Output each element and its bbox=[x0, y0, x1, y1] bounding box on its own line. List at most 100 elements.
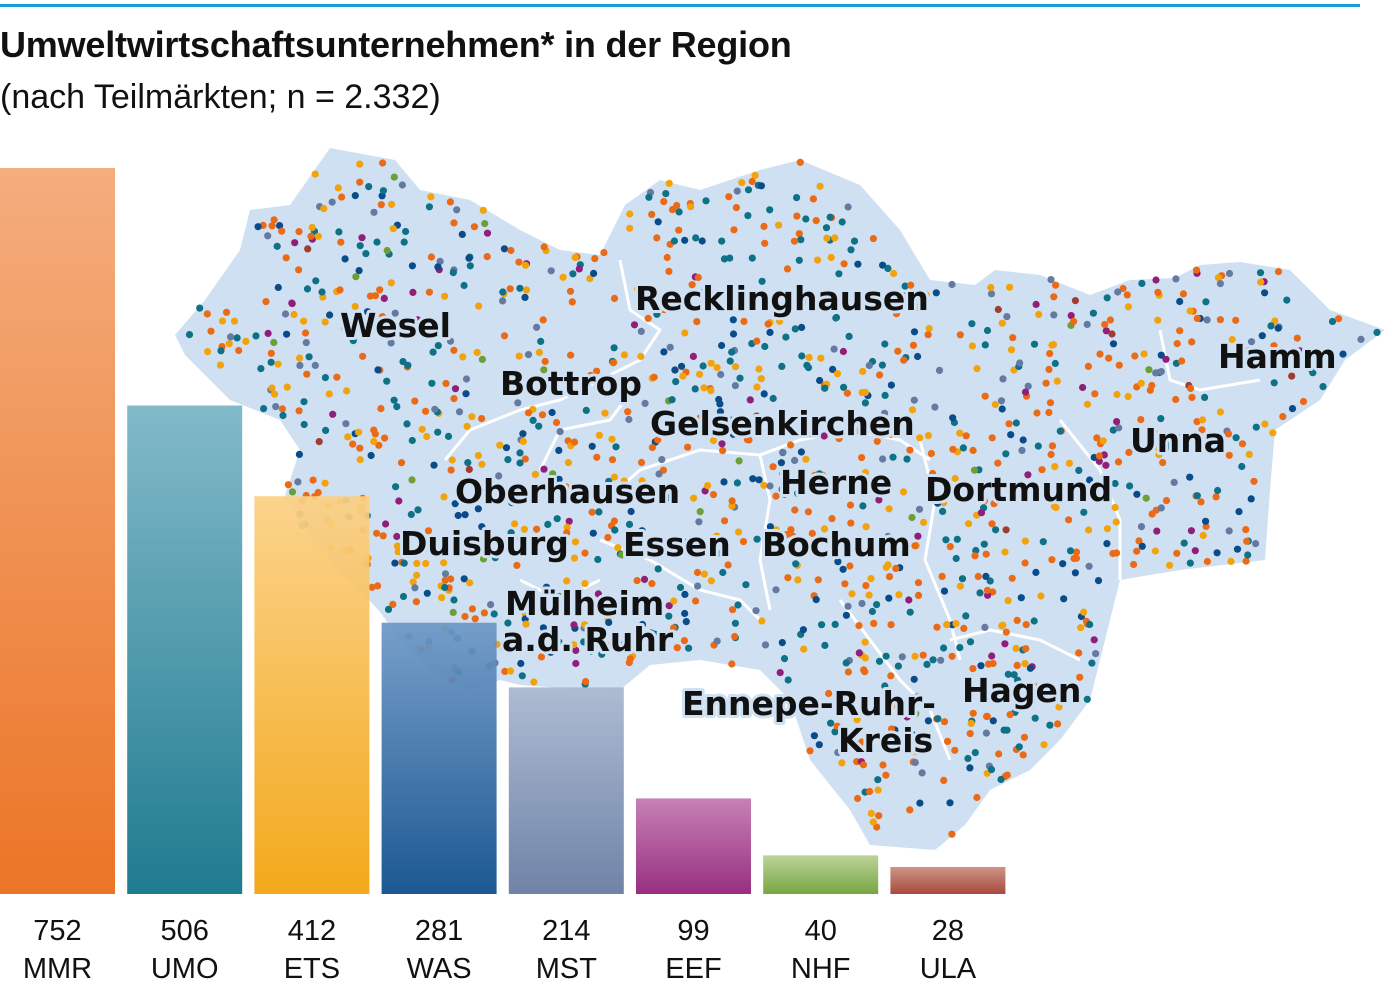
company-dot bbox=[1339, 350, 1347, 358]
company-dot bbox=[1079, 383, 1087, 392]
company-dot bbox=[901, 282, 909, 290]
company-dot bbox=[982, 550, 990, 558]
company-dot bbox=[825, 689, 833, 698]
category-label: MMR bbox=[23, 953, 92, 985]
company-dot bbox=[507, 246, 515, 255]
company-dot bbox=[507, 667, 515, 675]
company-dot bbox=[1022, 621, 1030, 629]
company-dot bbox=[1065, 459, 1073, 467]
company-dot bbox=[268, 222, 276, 230]
company-dot bbox=[1024, 471, 1032, 479]
company-dot bbox=[753, 337, 761, 345]
company-dot bbox=[1022, 645, 1030, 653]
company-dot bbox=[506, 368, 514, 376]
company-dot bbox=[919, 651, 927, 659]
company-dot bbox=[1133, 547, 1141, 555]
company-dot bbox=[734, 601, 742, 609]
map-label: Unna bbox=[1130, 421, 1226, 460]
company-dot bbox=[680, 637, 689, 645]
company-dot bbox=[444, 331, 452, 339]
company-dot bbox=[483, 547, 491, 556]
company-dot bbox=[987, 290, 996, 298]
company-dot bbox=[844, 602, 852, 610]
company-dot bbox=[870, 619, 878, 628]
company-dot bbox=[1112, 518, 1120, 526]
company-dot bbox=[427, 253, 435, 261]
company-dot bbox=[423, 432, 431, 441]
company-dot bbox=[1002, 628, 1010, 636]
company-dot bbox=[1288, 405, 1297, 413]
company-dot bbox=[713, 364, 721, 372]
company-dot bbox=[1319, 383, 1327, 391]
company-dot bbox=[698, 289, 707, 297]
company-dot bbox=[716, 408, 725, 416]
company-dot bbox=[447, 466, 455, 474]
company-dot bbox=[681, 236, 689, 244]
company-dot bbox=[521, 293, 529, 301]
company-dot bbox=[1086, 476, 1094, 484]
company-dot bbox=[305, 353, 313, 361]
category-label: NHF bbox=[791, 953, 851, 985]
company-dot bbox=[329, 410, 337, 418]
company-dot bbox=[775, 221, 783, 229]
company-dot bbox=[966, 730, 974, 738]
company-dot bbox=[637, 352, 645, 360]
company-dot bbox=[390, 173, 398, 181]
company-dot bbox=[216, 361, 225, 369]
company-dot bbox=[535, 348, 544, 356]
company-dot bbox=[982, 572, 990, 581]
company-dot bbox=[920, 518, 928, 527]
company-dot bbox=[806, 430, 815, 438]
company-dot bbox=[522, 286, 531, 294]
company-dot bbox=[423, 589, 431, 597]
company-dot bbox=[969, 446, 977, 454]
company-dot bbox=[731, 632, 739, 641]
company-dot bbox=[567, 351, 575, 359]
company-dot bbox=[679, 372, 687, 380]
company-dot bbox=[502, 444, 511, 452]
company-dot bbox=[1035, 310, 1043, 319]
company-dot bbox=[952, 620, 960, 628]
company-dot bbox=[270, 216, 278, 224]
company-dot bbox=[728, 348, 736, 356]
company-dot bbox=[865, 591, 873, 599]
company-dot bbox=[1083, 695, 1091, 703]
company-dot bbox=[1212, 493, 1220, 501]
company-dot bbox=[483, 253, 491, 261]
company-dot bbox=[1034, 442, 1042, 450]
company-dot bbox=[359, 352, 367, 360]
company-dot bbox=[681, 329, 689, 337]
company-dot bbox=[948, 652, 956, 660]
company-dot bbox=[1002, 526, 1010, 534]
company-dot bbox=[693, 318, 701, 326]
company-dot bbox=[630, 602, 639, 611]
company-dot bbox=[1248, 356, 1256, 364]
company-dot bbox=[972, 546, 980, 555]
company-dot bbox=[291, 239, 299, 247]
company-dot bbox=[881, 409, 889, 417]
company-dot bbox=[991, 400, 999, 409]
company-dot bbox=[718, 237, 726, 245]
company-dot bbox=[787, 441, 795, 449]
company-dot bbox=[1066, 547, 1075, 555]
company-dot bbox=[1045, 365, 1053, 373]
company-dot bbox=[257, 365, 265, 373]
company-dot bbox=[1216, 408, 1224, 416]
company-dot bbox=[1228, 336, 1236, 344]
company-dot bbox=[295, 266, 303, 274]
company-dot bbox=[1053, 377, 1061, 385]
company-dot bbox=[322, 426, 330, 434]
company-dot bbox=[462, 479, 470, 487]
company-dot bbox=[1152, 369, 1160, 377]
company-dot bbox=[907, 281, 915, 289]
company-dot bbox=[242, 337, 250, 345]
company-dot bbox=[798, 352, 806, 360]
company-dot bbox=[217, 347, 225, 355]
company-dot bbox=[906, 608, 914, 616]
company-dot bbox=[827, 719, 835, 727]
company-dot bbox=[887, 381, 896, 389]
company-dot bbox=[660, 306, 668, 314]
company-dot bbox=[440, 559, 448, 567]
company-dot bbox=[1108, 330, 1116, 338]
map-label: Hagen bbox=[962, 671, 1081, 710]
